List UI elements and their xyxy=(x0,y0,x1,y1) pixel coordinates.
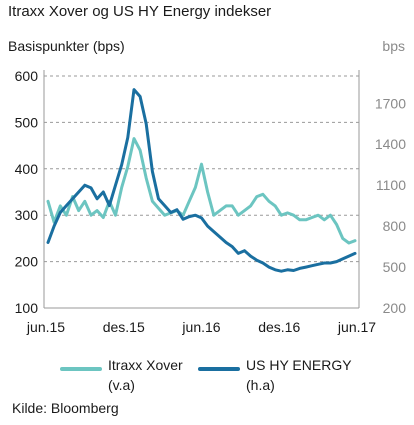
right-tick-label: 800 xyxy=(383,218,407,234)
chart-title: Itraxx Xover og US HY Energy indekser xyxy=(8,3,272,20)
right-axis-label: bps xyxy=(382,38,405,54)
left-axis-label: Basispunkter (bps) xyxy=(8,38,125,54)
legend-sub-us-hy-energy: (h.a) xyxy=(246,377,275,393)
series-line-us-hy-energy xyxy=(46,88,357,273)
left-tick-label: 500 xyxy=(15,114,39,130)
right-tick-label: 200 xyxy=(383,300,407,316)
left-tick-label: 400 xyxy=(15,161,39,177)
legend-label-us-hy-energy: US HY ENERGY xyxy=(246,357,352,373)
left-tick-label: 100 xyxy=(15,300,39,316)
left-tick-label: 600 xyxy=(15,68,39,84)
legend-swatch-itraxx xyxy=(60,367,102,371)
right-tick-label: 1400 xyxy=(375,136,406,152)
right-tick-label: 1100 xyxy=(376,177,406,193)
legend-swatch-us-hy-energy xyxy=(198,367,240,371)
x-tick-label: des.16 xyxy=(258,319,300,335)
chart-area: 100 200 300 400 500 600 200 500 800 1100 1400 1700 j… xyxy=(15,68,407,335)
source-note: Kilde: Bloomberg xyxy=(12,400,119,416)
x-tick-label: jun.15 xyxy=(26,319,65,335)
left-tick-label: 300 xyxy=(15,207,39,223)
legend-label-itraxx: Itraxx Xover xyxy=(108,357,183,373)
x-tick-label: jun.17 xyxy=(337,319,376,335)
x-tick-label: des.15 xyxy=(103,319,145,335)
x-tick-label: jun.16 xyxy=(181,319,220,335)
right-tick-label: 1700 xyxy=(375,95,406,111)
series-line-itraxx-xover xyxy=(46,137,357,245)
left-tick-label: 200 xyxy=(15,254,39,270)
right-tick-label: 500 xyxy=(383,259,407,275)
legend-sub-itraxx: (v.a) xyxy=(108,377,135,393)
